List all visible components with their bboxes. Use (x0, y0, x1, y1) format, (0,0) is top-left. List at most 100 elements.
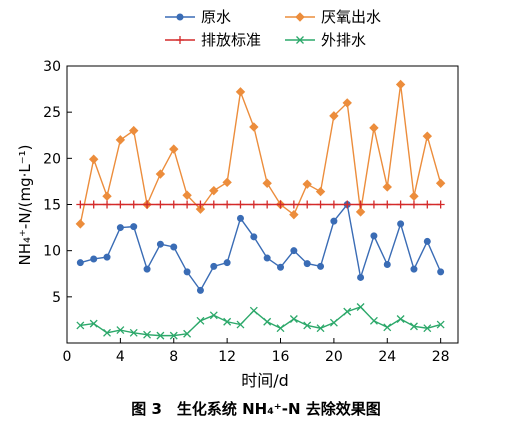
data-point (156, 240, 164, 248)
data-point (223, 200, 232, 209)
data-point (223, 317, 232, 326)
data-point (129, 200, 138, 209)
data-point (263, 317, 272, 326)
data-point (75, 219, 86, 229)
data-point (382, 182, 392, 192)
data-point (129, 125, 139, 136)
data-point (130, 223, 138, 231)
legend-marker (176, 13, 184, 21)
data-point (435, 178, 446, 188)
data-point (196, 316, 205, 325)
data-point (76, 200, 85, 209)
legend-entry: 外排水 (285, 31, 366, 49)
data-point (263, 254, 271, 262)
data-point (343, 200, 352, 209)
data-point (289, 209, 299, 220)
data-point (182, 190, 192, 200)
data-point (423, 237, 431, 245)
data-point (169, 144, 179, 154)
data-point (116, 326, 125, 335)
x-tick-label: 4 (116, 349, 125, 365)
data-point (196, 200, 205, 209)
data-point (76, 259, 84, 267)
legend-label: 原水 (201, 8, 231, 26)
data-point (195, 204, 206, 214)
data-point (88, 154, 99, 164)
data-point (396, 315, 405, 323)
data-point (236, 200, 245, 209)
x-tick-label: 0 (63, 349, 72, 365)
legend-marker (176, 36, 184, 44)
data-point (343, 307, 352, 316)
x-tick-label: 20 (325, 349, 343, 365)
data-point (409, 191, 419, 201)
data-point (329, 111, 339, 121)
legend-entry: 原水 (165, 8, 231, 26)
data-point (169, 331, 178, 340)
legend-marker (296, 36, 304, 44)
data-point (249, 122, 259, 132)
series-line (80, 202, 442, 292)
y-tick-label: 5 (52, 290, 61, 306)
series-line (80, 306, 441, 337)
data-point (169, 200, 178, 209)
data-point (370, 232, 378, 240)
data-point (383, 323, 392, 332)
y-tick-label: 10 (43, 244, 61, 260)
data-point (143, 330, 152, 339)
figure-caption: 图 3 生化系统 NH₄⁺-N 去除效果图 (131, 400, 381, 418)
data-point (289, 315, 298, 323)
x-axis-label: 时间/d (241, 371, 289, 390)
data-point (210, 262, 218, 270)
data-point (289, 200, 298, 209)
data-point (156, 200, 165, 209)
data-point (317, 262, 325, 270)
data-point (369, 123, 379, 133)
data-point (250, 233, 258, 241)
data-point (155, 169, 166, 179)
data-point (236, 214, 244, 222)
data-point (383, 261, 391, 269)
data-point (290, 247, 298, 255)
data-point (356, 200, 365, 209)
data-point (143, 200, 152, 209)
data-point (103, 200, 112, 209)
legend-label: 厌氧出水 (321, 8, 381, 26)
series-line (79, 84, 442, 225)
legend-label: 外排水 (321, 31, 366, 49)
data-point (422, 131, 433, 141)
data-point (183, 268, 191, 276)
data-point (315, 186, 326, 197)
data-point (183, 329, 192, 338)
data-point (103, 253, 111, 261)
data-point (356, 303, 365, 311)
data-point (209, 311, 218, 320)
data-point (89, 200, 98, 209)
data-point (396, 200, 405, 209)
x-tick-label: 16 (272, 349, 290, 365)
data-point (209, 185, 219, 196)
data-point (437, 268, 445, 276)
data-point (277, 263, 285, 271)
data-point (395, 79, 406, 90)
data-point (357, 273, 365, 281)
data-point (89, 319, 98, 328)
y-tick-label: 30 (43, 59, 61, 75)
data-point (397, 220, 405, 228)
y-axis-label: NH₄⁺-N/(mg·L⁻¹) (16, 144, 34, 265)
data-point (423, 200, 432, 209)
data-point (316, 324, 325, 333)
data-point (303, 200, 312, 209)
legend-entry: 排放标准 (165, 31, 261, 49)
series-1 (76, 201, 445, 294)
data-point (342, 98, 352, 108)
legend-marker (295, 12, 305, 22)
x-tick-label: 24 (378, 349, 396, 365)
data-point (436, 200, 445, 209)
data-point (249, 200, 258, 209)
data-point (369, 200, 378, 209)
legend-entry: 厌氧出水 (285, 8, 381, 26)
data-point (369, 316, 378, 325)
data-point (156, 331, 165, 340)
